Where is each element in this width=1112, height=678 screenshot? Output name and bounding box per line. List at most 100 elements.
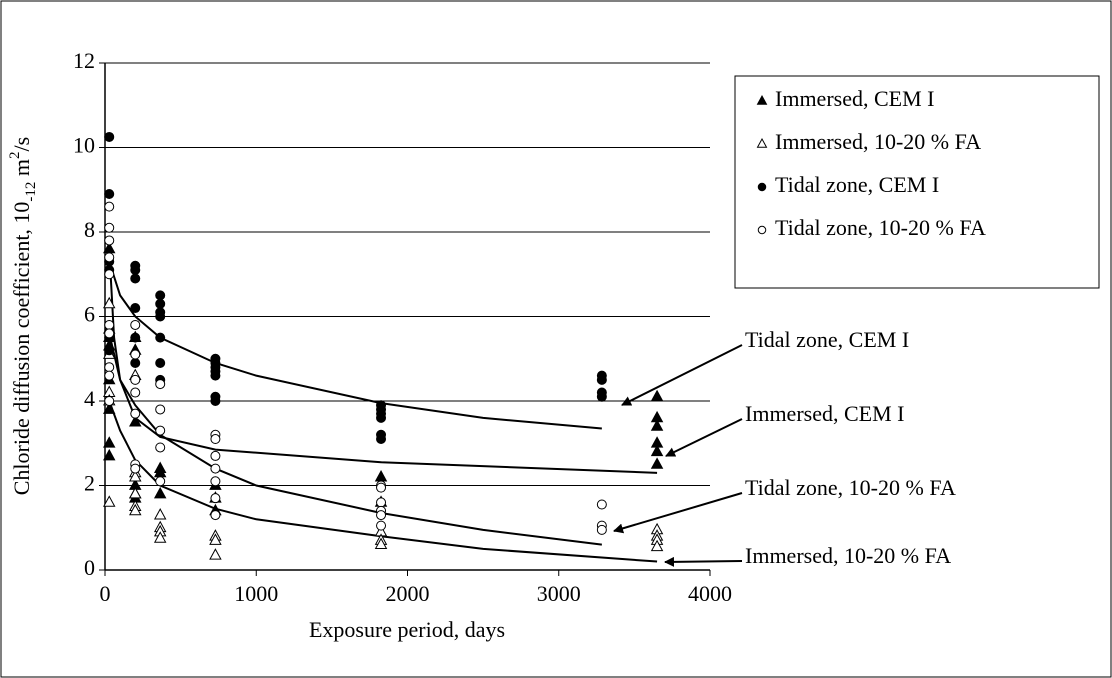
y-tick-label: 2 bbox=[84, 471, 95, 496]
point bbox=[130, 273, 141, 284]
legend-box bbox=[734, 75, 1100, 289]
point bbox=[129, 415, 142, 427]
point bbox=[596, 499, 607, 510]
point bbox=[130, 408, 141, 419]
point bbox=[130, 387, 141, 398]
point bbox=[155, 379, 166, 390]
y-tick-label: 6 bbox=[84, 302, 95, 327]
point bbox=[104, 235, 115, 246]
legend-label: Immersed, 10-20 % FA bbox=[775, 129, 981, 154]
point bbox=[104, 269, 115, 280]
point bbox=[129, 470, 142, 482]
point bbox=[130, 374, 141, 385]
annotation: Immersed, 10-20 % FA bbox=[745, 543, 951, 568]
point bbox=[376, 412, 387, 423]
point bbox=[596, 374, 607, 385]
point bbox=[650, 419, 664, 431]
legend-marker bbox=[756, 94, 768, 105]
point bbox=[104, 370, 115, 381]
legend-label: Tidal zone, CEM I bbox=[775, 172, 939, 197]
point bbox=[129, 503, 142, 516]
point bbox=[104, 319, 115, 330]
point bbox=[376, 520, 387, 531]
point bbox=[155, 442, 166, 453]
point bbox=[130, 332, 141, 343]
point bbox=[130, 319, 141, 330]
point bbox=[210, 476, 221, 487]
annotation-arrow bbox=[665, 418, 743, 457]
point bbox=[153, 486, 167, 499]
point bbox=[155, 298, 166, 309]
point bbox=[210, 510, 221, 521]
point bbox=[376, 482, 387, 493]
y-tick-label: 12 bbox=[73, 48, 95, 73]
trend-line bbox=[108, 261, 602, 430]
x-tick-label: 1000 bbox=[234, 581, 278, 606]
point bbox=[130, 463, 141, 474]
point bbox=[102, 436, 116, 448]
y-axis-label: Chloride diffusion coefficient, 10-12 m2… bbox=[7, 137, 39, 496]
point bbox=[376, 434, 387, 445]
annotation: Tidal zone, CEM I bbox=[745, 327, 909, 352]
point bbox=[129, 486, 142, 499]
trend-line bbox=[108, 248, 658, 474]
point bbox=[102, 402, 116, 414]
point bbox=[210, 493, 221, 504]
point bbox=[210, 434, 221, 445]
y-label-part: Chloride diffusion coefficient, 10 bbox=[9, 202, 34, 496]
point bbox=[210, 463, 221, 474]
point bbox=[155, 311, 166, 322]
legend-marker bbox=[756, 137, 768, 148]
point bbox=[596, 524, 607, 535]
point bbox=[650, 457, 664, 469]
point bbox=[104, 252, 115, 263]
annotation: Immersed, CEM I bbox=[745, 401, 904, 426]
point bbox=[130, 303, 141, 314]
y-label-sup: 2 bbox=[7, 151, 23, 159]
x-tick-label: 4000 bbox=[688, 581, 732, 606]
point bbox=[102, 296, 116, 309]
point bbox=[104, 131, 115, 142]
x-tick-label: 2000 bbox=[386, 581, 430, 606]
legend-marker bbox=[757, 182, 767, 192]
point bbox=[155, 290, 166, 301]
x-tick-label: 0 bbox=[100, 581, 111, 606]
point bbox=[210, 370, 221, 381]
point bbox=[650, 389, 664, 402]
point bbox=[104, 328, 115, 339]
point bbox=[155, 476, 166, 487]
annotation: Tidal zone, 10-20 % FA bbox=[745, 475, 956, 500]
point bbox=[155, 425, 166, 436]
point bbox=[650, 444, 664, 457]
y-label-part: m bbox=[9, 159, 34, 182]
point bbox=[104, 188, 115, 199]
point bbox=[210, 396, 221, 406]
point bbox=[374, 470, 388, 482]
trend-line bbox=[108, 333, 602, 546]
annotation-arrow bbox=[613, 492, 743, 534]
y-tick-label: 8 bbox=[84, 217, 95, 242]
point bbox=[102, 448, 116, 461]
annotation-arrow bbox=[621, 344, 743, 406]
legend-marker bbox=[757, 225, 767, 235]
point bbox=[650, 539, 664, 552]
point bbox=[596, 391, 607, 402]
point bbox=[153, 508, 167, 520]
x-axis-label: Exposure period, days bbox=[309, 617, 505, 642]
point bbox=[155, 404, 166, 415]
point bbox=[104, 362, 115, 373]
point bbox=[155, 332, 166, 343]
point bbox=[374, 537, 388, 550]
point bbox=[376, 510, 387, 521]
point bbox=[209, 548, 222, 560]
point bbox=[153, 531, 167, 543]
point bbox=[104, 201, 115, 212]
point bbox=[130, 265, 141, 276]
y-label-part: /s bbox=[9, 137, 34, 152]
y-tick-label: 10 bbox=[73, 133, 95, 158]
point bbox=[155, 357, 166, 368]
point bbox=[130, 357, 141, 368]
point bbox=[376, 497, 387, 508]
